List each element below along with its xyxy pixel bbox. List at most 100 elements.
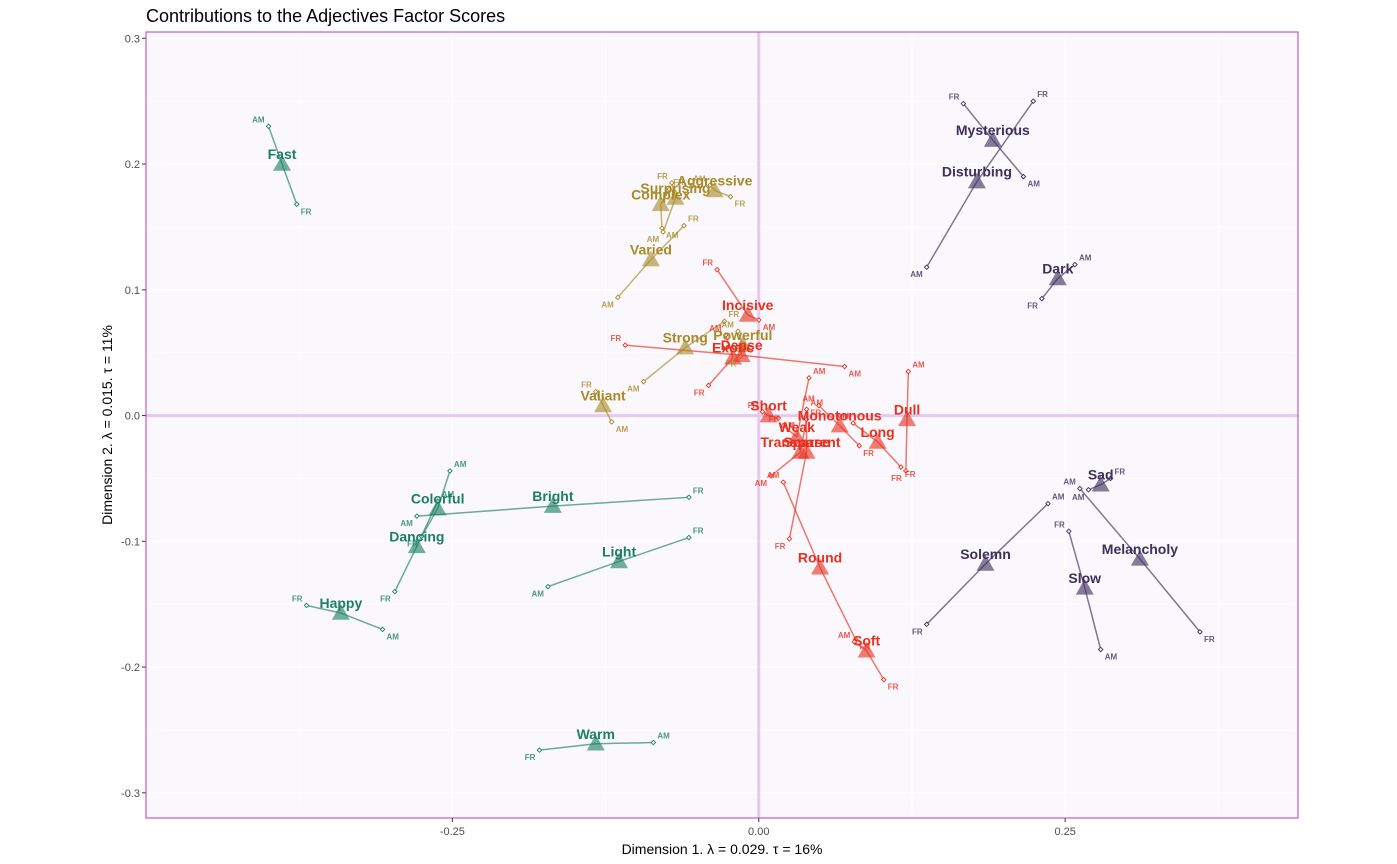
am-segment [1084,587,1102,650]
fr-point [786,535,793,542]
adjective-marker [976,554,995,571]
fr-point [391,588,398,595]
am-point [806,375,812,381]
am-point [640,378,647,385]
fr-point [856,442,863,449]
adjective-label: Sparse [783,434,830,450]
am-point [1097,646,1104,653]
adjective-label: Sad [1088,467,1114,483]
fr-label: FR [748,401,759,410]
fr-label: FR [1037,90,1048,99]
adjective-label: Short [750,398,787,414]
am-label: AM [601,300,614,309]
adjective-marker [1130,549,1149,566]
fr-label: FR [301,207,312,216]
fr-point [666,186,673,193]
am-point [768,473,774,479]
am-segment [547,560,620,588]
am-point [1077,485,1083,492]
am-segment [984,503,1049,565]
fr-label: FR [726,359,737,368]
fr-label: FR [949,93,960,102]
fr-label: FR [1114,467,1125,476]
am-point [1085,486,1092,493]
adjective-label: Transparent [760,434,840,450]
fr-segment [552,496,689,507]
fr-point [923,621,930,628]
adjective-label: Long [861,424,895,440]
fr-label: FR [912,627,923,636]
am-label: AM [627,385,640,394]
adjective-marker [594,396,613,413]
adjective-label: Aggressive [677,172,753,188]
fr-point [293,201,300,208]
fr-label: FR [693,486,704,495]
fr-segment [976,100,1034,183]
am-label: AM [1105,652,1118,661]
fr-segment [926,563,987,625]
fr-point [705,382,712,389]
am-label: AM [616,425,629,434]
am-segment [852,422,879,443]
am-segment [595,741,654,745]
adjective-marker [811,558,830,575]
adjective-marker [676,338,695,355]
am-point [650,739,657,746]
fr-point [727,193,734,200]
am-label: AM [910,270,923,279]
am-label: AM [838,631,851,640]
adjective-label: Disturbing [942,164,1012,180]
fr-label: FR [688,215,699,224]
adjective-label: Dull [894,401,920,417]
fr-label: FR [811,408,822,417]
adjective-marker [610,552,629,569]
fr-point [721,318,728,325]
am-segment [782,481,821,569]
am-segment [340,612,383,631]
adjective-label: Powerful [713,327,772,343]
fr-segment [905,419,908,471]
fr-label: FR [891,474,902,483]
am-label: AM [813,367,826,376]
am-label: AM [837,412,850,421]
am-label: AM [400,519,413,528]
adjective-markers [273,131,1149,751]
plot-panel [146,32,1298,818]
adjective-marker [759,406,778,423]
adjective-label: Surprising [640,180,710,196]
adjective-label: Light [602,543,637,559]
fr-point [1107,475,1114,482]
adjective-label: Happy [319,595,362,611]
fr-label: FR [407,539,418,548]
adjective-marker [1091,475,1110,492]
adjective-marker [273,155,292,171]
adjective-marker [738,305,757,322]
adjective-marker [586,734,605,751]
fr-label: FR [581,381,592,390]
am-label: AM [849,370,862,379]
am-label: AM [912,361,925,370]
fr-point [418,533,425,540]
am-fr-points [265,98,1203,753]
am-label: AM [721,320,734,329]
am-point [1045,500,1051,507]
fr-point [622,342,629,348]
adjective-label: Melancholy [1102,541,1178,557]
y-tick-label: -0.2 [121,662,140,674]
y-tick-label: 0.3 [125,33,140,45]
adjective-marker [857,641,876,658]
adjective-marker [967,172,986,189]
fr-point [1030,98,1037,105]
am-point [905,368,912,375]
fr-label: FR [611,334,622,343]
y-tick-label: 0.2 [125,159,140,171]
adjective-marker [1075,578,1094,595]
adjective-label: Varied [630,242,672,258]
fr-segment [306,604,342,614]
adjective-label: Fast [268,146,297,162]
am-label: AM [802,395,815,404]
am-point [722,332,729,338]
fr-point [803,416,810,423]
x-tick-label: 0.00 [748,826,769,838]
adjective-label: Soft [853,633,881,649]
